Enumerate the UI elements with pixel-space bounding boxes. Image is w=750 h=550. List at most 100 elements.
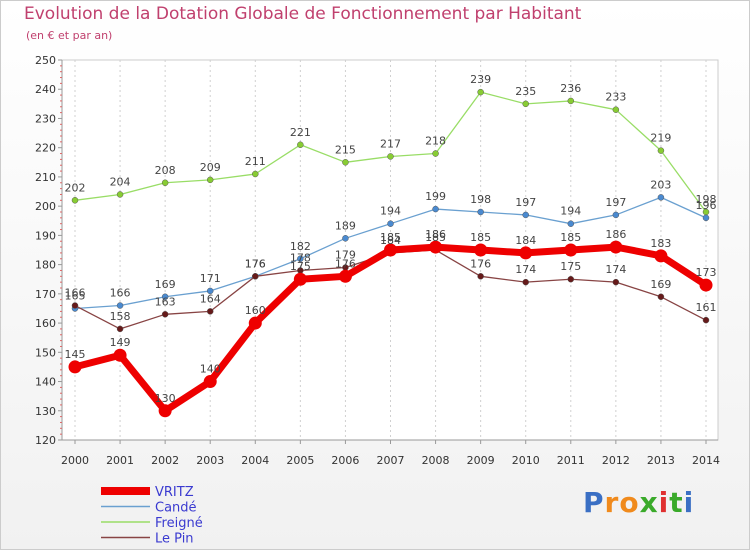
data-label: 215: [335, 143, 356, 156]
data-label: 140: [200, 363, 221, 376]
data-label: 158: [110, 310, 131, 323]
data-point: [161, 311, 169, 318]
data-point: [338, 269, 352, 283]
chart-title: Evolution de la Dotation Globale de Fonc…: [24, 4, 582, 24]
data-label: 209: [200, 161, 221, 174]
data-point: [432, 205, 439, 213]
data-point: [612, 278, 620, 286]
data-point: [297, 141, 304, 149]
data-label: 197: [515, 196, 536, 209]
y-tick-label: 140: [35, 376, 56, 389]
proxiti-logo: Proxiti: [583, 486, 694, 519]
data-point: [248, 316, 262, 330]
x-tick-label: 2013: [647, 454, 675, 467]
data-point: [519, 246, 533, 260]
data-label: 173: [696, 266, 717, 279]
data-point: [609, 240, 623, 254]
logo-letter: t: [669, 486, 684, 519]
data-label: 184: [380, 234, 401, 247]
data-label: 169: [155, 278, 176, 291]
data-label: 176: [335, 257, 356, 270]
data-point: [522, 278, 529, 286]
data-label: 219: [650, 132, 671, 145]
logo-letter: i: [658, 486, 670, 519]
data-point: [71, 302, 79, 309]
legend-label: Freigné: [155, 516, 203, 531]
x-tick-label: 2001: [106, 454, 134, 467]
y-tick-label: 250: [35, 54, 56, 67]
y-tick-label: 120: [35, 434, 56, 447]
data-point: [477, 208, 484, 216]
data-label: 160: [245, 304, 266, 317]
x-tick-label: 2011: [557, 454, 585, 467]
data-label: 202: [65, 181, 86, 194]
data-label: 166: [65, 287, 86, 300]
y-tick-label: 230: [35, 112, 56, 125]
y-tick-label: 160: [35, 317, 56, 330]
logo-letter: i: [683, 486, 695, 519]
data-label: 185: [560, 231, 581, 244]
data-label: 179: [335, 249, 356, 262]
data-label: 175: [290, 260, 311, 273]
data-label: 197: [605, 196, 626, 209]
data-point: [116, 302, 124, 309]
data-label: 174: [605, 263, 626, 276]
y-tick-label: 150: [35, 346, 56, 359]
data-label: 176: [245, 257, 266, 270]
data-label: 235: [515, 85, 536, 98]
data-point: [387, 220, 394, 227]
data-point: [71, 197, 79, 204]
data-point: [113, 348, 127, 362]
data-point: [116, 191, 124, 198]
data-point: [657, 194, 665, 201]
data-label: 176: [245, 257, 266, 270]
data-label: 145: [65, 348, 86, 361]
data-label: 183: [650, 237, 671, 250]
data-point: [657, 293, 665, 301]
legend-label: Candé: [155, 501, 197, 516]
data-label: 194: [560, 205, 581, 218]
data-point: [567, 275, 575, 283]
chart-subtitle: (en € et par an): [26, 29, 113, 42]
data-label: 239: [470, 73, 491, 86]
logo-letter: x: [639, 486, 659, 519]
legend-label: Le Pin: [155, 532, 194, 547]
data-label: 217: [380, 137, 401, 150]
data-label: 185: [470, 231, 491, 244]
data-point: [384, 243, 397, 257]
data-point: [657, 147, 665, 154]
y-tick-label: 200: [35, 200, 56, 213]
data-point: [477, 88, 484, 96]
data-label: 182: [290, 240, 311, 253]
data-label: 165: [65, 289, 86, 302]
data-label: 161: [696, 301, 717, 314]
data-point: [252, 273, 259, 280]
data-label: 175: [560, 260, 581, 273]
data-point: [699, 278, 713, 292]
x-tick-label: 2008: [422, 454, 450, 467]
data-point: [477, 273, 484, 280]
data-point: [702, 316, 710, 324]
y-tick-label: 210: [35, 171, 56, 184]
data-label: 169: [650, 278, 671, 291]
data-point: [387, 153, 394, 160]
data-label: 221: [290, 126, 311, 139]
data-point: [564, 243, 578, 257]
data-label: 174: [515, 263, 536, 276]
data-label: 178: [290, 251, 311, 264]
data-point: [158, 404, 172, 418]
legend-label: VRITZ: [155, 485, 194, 500]
data-point: [297, 255, 304, 263]
data-label: 199: [425, 190, 446, 203]
data-label: 163: [155, 295, 176, 308]
data-label: 236: [560, 82, 581, 95]
data-point: [429, 240, 443, 254]
data-label: 198: [696, 193, 717, 206]
data-point: [161, 293, 169, 301]
data-point: [474, 243, 488, 257]
data-point: [206, 308, 214, 315]
data-point: [567, 97, 575, 105]
data-point: [203, 375, 217, 389]
data-label: 211: [245, 155, 266, 168]
